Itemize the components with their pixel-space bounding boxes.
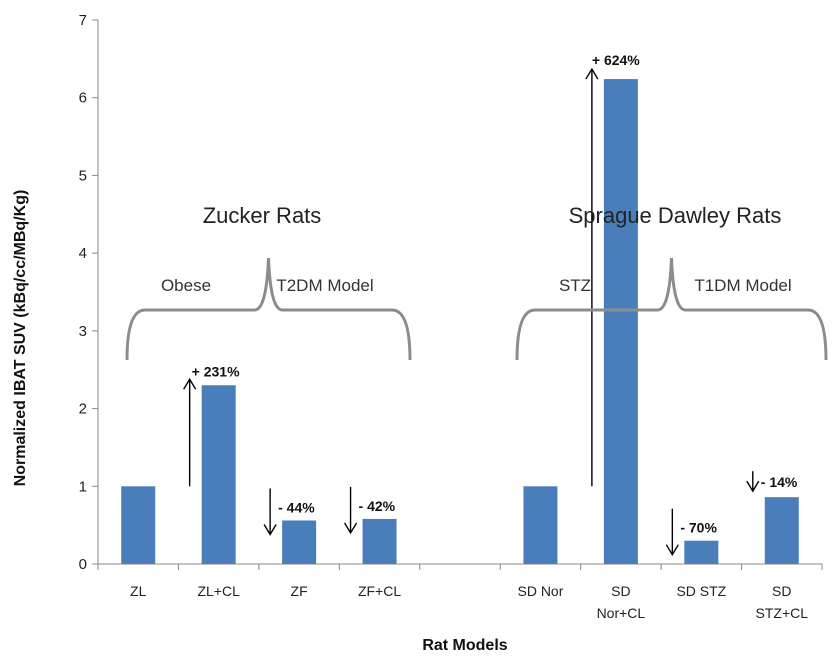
bar — [282, 520, 317, 564]
decrease-arrow-head — [263, 524, 277, 536]
chart-bars — [121, 79, 799, 564]
increase-arrow-head — [183, 377, 197, 390]
sprague-dawley-group-title: Sprague Dawley Rats — [569, 203, 782, 228]
y-tick-label: 7 — [79, 12, 87, 29]
y-axis-title: Normalized IBAT SUV (kBq/cc/MBq/Kg) — [12, 190, 29, 487]
y-tick-label: 2 — [79, 401, 87, 418]
bar — [121, 486, 156, 564]
percent-change-label: + 624% — [592, 52, 640, 68]
percent-change-label: - 70% — [680, 520, 717, 536]
percent-change-label: - 14% — [761, 474, 798, 490]
x-category-label: STZ+CL — [756, 605, 809, 621]
increase-arrow-head — [585, 67, 599, 80]
bar — [362, 518, 397, 564]
x-axis-title: Rat Models — [422, 637, 507, 654]
t1dm-model-label: T1DM Model — [694, 276, 791, 295]
chart-annotations: + 231% - 44% - 42% + 624% - 70% - 14% — [183, 52, 798, 557]
x-category-label: SD — [772, 583, 791, 599]
x-category-label: SD — [611, 583, 630, 599]
x-category-label: SD Nor — [517, 583, 563, 599]
bar — [603, 79, 638, 564]
obese-label: Obese — [161, 276, 211, 295]
bar — [764, 497, 799, 564]
x-category-label: Nor+CL — [597, 605, 646, 621]
t2dm-model-label: T2DM Model — [276, 276, 373, 295]
percent-change-label: - 42% — [359, 498, 396, 514]
y-tick-label: 5 — [79, 167, 87, 184]
y-tick-label: 3 — [79, 323, 87, 340]
decrease-arrow-head — [343, 522, 358, 535]
decrease-arrow-head — [665, 544, 679, 557]
x-category-label: ZF — [291, 583, 308, 599]
x-category-label: ZF+CL — [358, 583, 401, 599]
y-tick-label: 1 — [79, 478, 87, 495]
bar — [684, 540, 719, 564]
zucker-brace — [125, 257, 412, 361]
bar — [201, 385, 236, 564]
x-category-label: ZL — [130, 583, 147, 599]
x-category-label: SD STZ — [676, 583, 726, 599]
bar — [523, 486, 558, 564]
group-braces: Zucker Rats Obese T2DM Model Sprague Dawley… — [125, 203, 828, 361]
y-tick-label: 4 — [79, 245, 87, 262]
chart-axes: 0 1 2 3 4 5 6 7 ZL ZL+CL ZF ZF+CL SD Nor SD Nor+CL SD S… — [79, 12, 823, 621]
decrease-arrow-head — [746, 480, 760, 493]
x-category-label: ZL+CL — [197, 583, 240, 599]
percent-change-label: + 231% — [192, 363, 240, 379]
stz-label: STZ — [559, 276, 591, 295]
percent-change-label: - 44% — [278, 499, 315, 515]
zucker-group-title: Zucker Rats — [203, 203, 322, 228]
y-tick-label: 0 — [79, 556, 87, 573]
y-tick-label: 6 — [79, 90, 87, 107]
sprague-dawley-brace — [515, 257, 828, 361]
